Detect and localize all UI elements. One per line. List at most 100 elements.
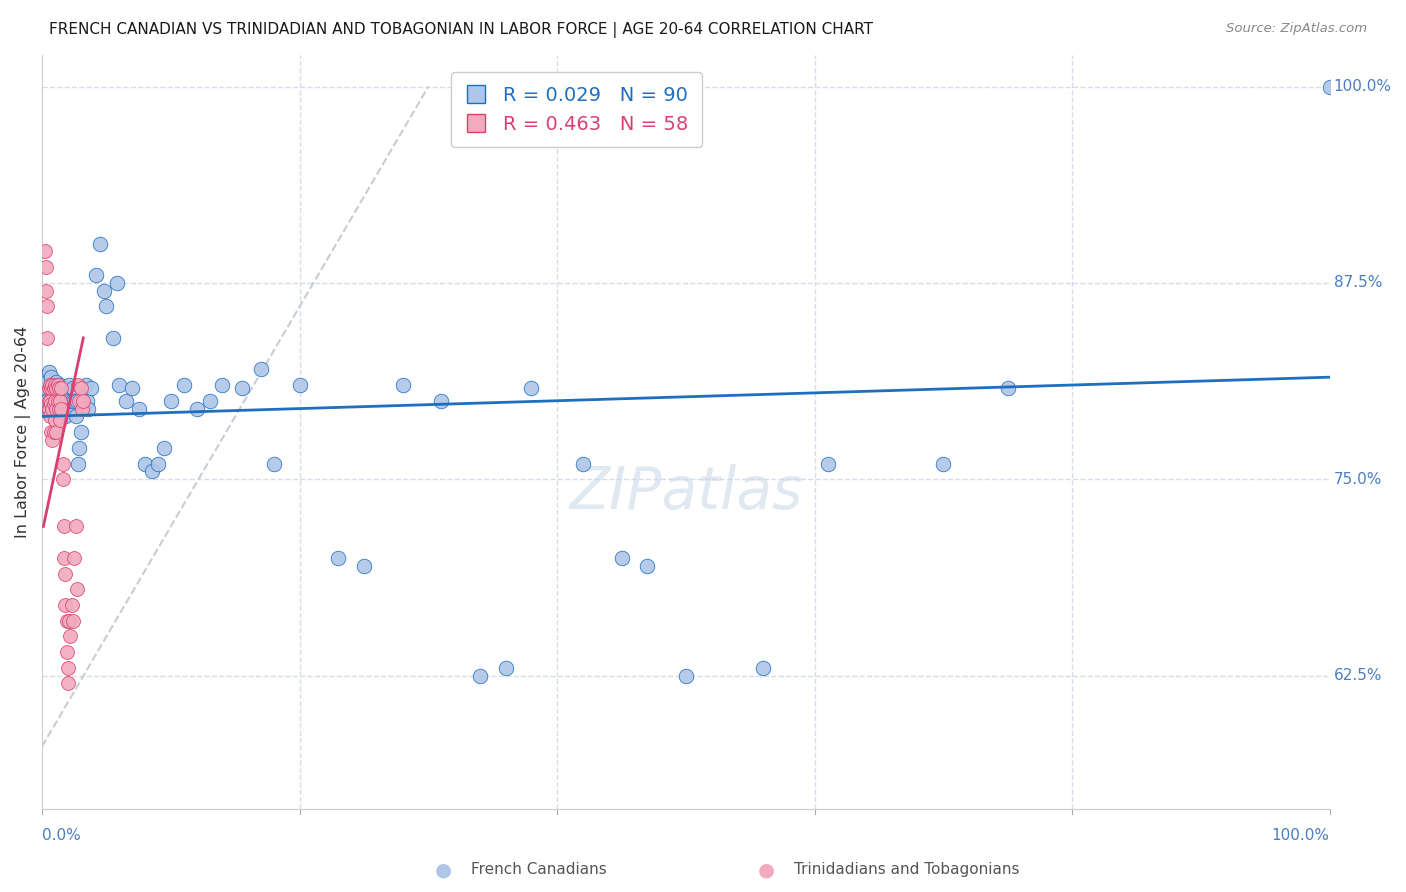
Point bbox=[391, 378, 413, 392]
Point bbox=[59, 629, 82, 643]
Point bbox=[114, 393, 136, 408]
Point bbox=[48, 401, 70, 416]
Text: FRENCH CANADIAN VS TRINIDADIAN AND TOBAGONIAN IN LABOR FORCE | AGE 20-64 CORRELA: FRENCH CANADIAN VS TRINIDADIAN AND TOBAG… bbox=[49, 22, 873, 38]
Point bbox=[53, 598, 76, 612]
Point bbox=[160, 393, 183, 408]
Point bbox=[44, 378, 66, 392]
Point bbox=[153, 441, 176, 455]
Point bbox=[44, 397, 66, 411]
Point bbox=[211, 378, 233, 392]
Point bbox=[58, 614, 80, 628]
Point bbox=[63, 393, 86, 408]
Point bbox=[51, 393, 73, 408]
Point bbox=[173, 378, 195, 392]
Point bbox=[38, 401, 60, 416]
Point bbox=[77, 401, 100, 416]
Point bbox=[46, 401, 69, 416]
Point bbox=[37, 300, 59, 314]
Point bbox=[146, 457, 169, 471]
Point bbox=[44, 381, 66, 395]
Point bbox=[37, 375, 59, 389]
Text: French Canadians: French Canadians bbox=[471, 863, 607, 877]
Point bbox=[42, 397, 65, 411]
Point bbox=[49, 393, 72, 408]
Point bbox=[93, 284, 115, 298]
Point bbox=[328, 550, 350, 565]
Point bbox=[38, 393, 60, 408]
Point bbox=[38, 381, 60, 395]
Point bbox=[32, 378, 55, 392]
Point bbox=[38, 393, 60, 408]
Point bbox=[134, 457, 156, 471]
Point bbox=[70, 401, 93, 416]
Point bbox=[45, 375, 67, 389]
Point bbox=[39, 393, 62, 408]
Point bbox=[41, 378, 63, 392]
Point bbox=[84, 268, 107, 282]
Point bbox=[101, 331, 124, 345]
Point bbox=[72, 381, 94, 395]
Point bbox=[817, 457, 839, 471]
Point bbox=[49, 412, 72, 426]
Point bbox=[56, 661, 79, 675]
Text: 87.5%: 87.5% bbox=[1334, 276, 1382, 291]
Y-axis label: In Labor Force | Age 20-64: In Labor Force | Age 20-64 bbox=[15, 326, 31, 538]
Point bbox=[610, 550, 633, 565]
Text: Source: ZipAtlas.com: Source: ZipAtlas.com bbox=[1226, 22, 1367, 36]
Point bbox=[51, 401, 73, 416]
Point bbox=[42, 425, 65, 439]
Point bbox=[39, 381, 62, 395]
Text: ZIPatlas: ZIPatlas bbox=[569, 464, 803, 521]
Point bbox=[48, 385, 70, 400]
Point bbox=[38, 378, 60, 392]
Point bbox=[55, 381, 77, 395]
Point bbox=[51, 409, 73, 424]
Point bbox=[67, 378, 90, 392]
Point bbox=[56, 393, 79, 408]
Text: 75.0%: 75.0% bbox=[1334, 472, 1382, 487]
Point bbox=[39, 397, 62, 411]
Point bbox=[53, 393, 76, 408]
Point bbox=[263, 457, 285, 471]
Point bbox=[121, 381, 143, 395]
Point bbox=[53, 409, 76, 424]
Point bbox=[60, 598, 83, 612]
Point bbox=[39, 370, 62, 384]
Point bbox=[636, 558, 658, 573]
Point bbox=[44, 393, 66, 408]
Text: 0.0%: 0.0% bbox=[42, 828, 82, 843]
Point bbox=[430, 393, 453, 408]
Point bbox=[44, 412, 66, 426]
Point bbox=[69, 381, 91, 395]
Point bbox=[35, 381, 58, 395]
Point bbox=[69, 425, 91, 439]
Point bbox=[752, 661, 775, 675]
Point bbox=[72, 393, 94, 408]
Point bbox=[231, 381, 253, 395]
Point bbox=[58, 378, 80, 392]
Point bbox=[53, 566, 76, 581]
Point bbox=[186, 401, 208, 416]
Point bbox=[41, 401, 63, 416]
Point bbox=[55, 645, 77, 659]
Point bbox=[520, 381, 543, 395]
Point bbox=[46, 393, 69, 408]
Text: 100.0%: 100.0% bbox=[1334, 79, 1392, 94]
Point bbox=[38, 366, 60, 380]
Point bbox=[39, 425, 62, 439]
Point bbox=[141, 464, 163, 478]
Point bbox=[63, 550, 86, 565]
Text: ●: ● bbox=[758, 860, 775, 880]
Point bbox=[75, 378, 97, 392]
Point bbox=[45, 401, 67, 416]
Point bbox=[53, 550, 76, 565]
Point bbox=[34, 393, 56, 408]
Point bbox=[41, 378, 63, 392]
Point bbox=[288, 378, 311, 392]
Point bbox=[69, 441, 91, 455]
Point bbox=[51, 381, 73, 395]
Point bbox=[1319, 79, 1341, 94]
Point bbox=[66, 393, 89, 408]
Point bbox=[76, 393, 98, 408]
Point bbox=[250, 362, 273, 376]
